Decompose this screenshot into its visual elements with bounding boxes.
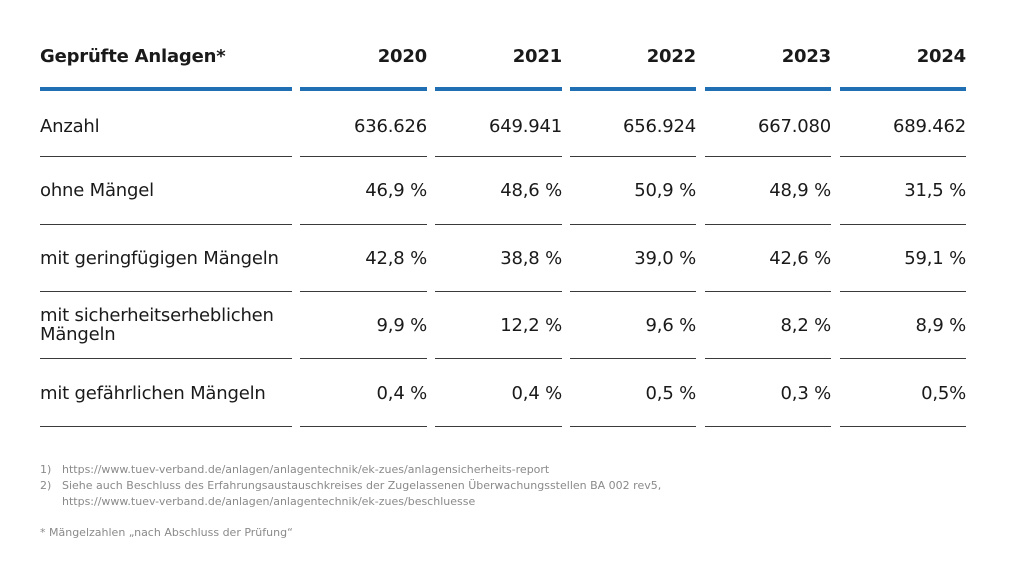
row-divider-segment <box>705 358 831 359</box>
footnote-text: https://www.tuev-verband.de/anlagen/anla… <box>62 463 550 476</box>
footnote-number: 1) <box>40 463 52 476</box>
row-value: 0,5 % <box>645 382 697 404</box>
row-label: mit geringfügigen Mängeln <box>40 247 279 269</box>
footnote-text: Siehe auch Beschluss des Erfahrungsausta… <box>62 479 662 492</box>
row-value: 46,9 % <box>365 179 427 201</box>
row-value: 9,6 % <box>645 314 697 336</box>
footnote-text: https://www.tuev-verband.de/anlagen/anla… <box>62 495 476 508</box>
header-divider-segment <box>40 87 292 91</box>
row-value: 31,5 % <box>904 179 966 201</box>
row-value: 689.462 <box>892 115 966 137</box>
header-year-2024: 2024 <box>916 45 967 67</box>
row-divider-segment <box>40 358 292 359</box>
footnote-number <box>40 494 62 510</box>
row-value: 38,8 % <box>500 247 562 269</box>
row-value: 12,2 % <box>500 314 562 336</box>
table-row: mit sicherheitserheblichen Mängeln 9,9 %… <box>40 303 966 347</box>
header-divider-segment <box>840 87 966 91</box>
row-value: 42,6 % <box>769 247 831 269</box>
row-divider-segment <box>570 224 696 225</box>
row-value: 0,5% <box>921 382 966 404</box>
row-divider-segment <box>300 156 427 157</box>
header-year-2022: 2022 <box>646 45 697 67</box>
row-value: 636.626 <box>353 115 427 137</box>
row-value: 59,1 % <box>904 247 966 269</box>
header-divider-segment <box>300 87 427 91</box>
row-divider-segment <box>840 426 966 427</box>
row-value: 667.080 <box>757 115 831 137</box>
header-year-2023: 2023 <box>781 45 832 67</box>
header-year-2021: 2021 <box>512 45 563 67</box>
header-divider-segment <box>570 87 696 91</box>
row-value: 48,9 % <box>769 179 831 201</box>
header-year-2020: 2020 <box>377 45 428 67</box>
table-header-row: Geprüfte Anlagen* 2020 2021 2022 2023 20… <box>40 36 966 76</box>
row-divider-segment <box>300 358 427 359</box>
row-divider-segment <box>570 358 696 359</box>
row-divider-segment <box>705 291 831 292</box>
row-divider-segment <box>705 156 831 157</box>
row-divider-segment <box>40 224 292 225</box>
row-divider-segment <box>40 426 292 427</box>
row-value: 8,2 % <box>780 314 832 336</box>
row-divider-segment <box>40 291 292 292</box>
footnote: 2) Siehe auch Beschluss des Erfahrungsau… <box>40 478 980 494</box>
row-label: mit gefährlichen Mängeln <box>40 382 266 404</box>
table-row: mit gefährlichen Mängeln 0,4 % 0,4 % 0,5… <box>40 372 966 414</box>
row-value: 39,0 % <box>634 247 696 269</box>
row-divider-segment <box>840 224 966 225</box>
table-row: mit geringfügigen Mängeln 42,8 % 38,8 % … <box>40 237 966 279</box>
asterisk-note: * Mängelzahlen „nach Abschluss der Prüfu… <box>40 526 293 539</box>
footnotes: 1) https://www.tuev-verband.de/anlagen/a… <box>40 462 980 541</box>
row-value: 48,6 % <box>500 179 562 201</box>
table-row: Anzahl 636.626 649.941 656.924 667.080 6… <box>40 105 966 147</box>
header-divider-segment <box>705 87 831 91</box>
header-label: Geprüfte Anlagen* <box>40 45 226 67</box>
row-value: 9,9 % <box>376 314 428 336</box>
row-divider-segment <box>40 156 292 157</box>
row-value: 0,4 % <box>511 382 563 404</box>
row-divider-segment <box>435 358 562 359</box>
row-divider-segment <box>435 156 562 157</box>
row-label: ohne Mängel <box>40 179 154 201</box>
row-divider-segment <box>705 224 831 225</box>
row-divider-segment <box>300 426 427 427</box>
row-value: 656.924 <box>622 115 696 137</box>
footnote-number: 2) <box>40 479 52 492</box>
row-divider-segment <box>840 156 966 157</box>
row-label: mit sicherheitserheblichen Mängeln <box>40 305 274 345</box>
row-value: 0,4 % <box>376 382 428 404</box>
row-divider-segment <box>300 291 427 292</box>
row-label: Anzahl <box>40 115 100 137</box>
footnote: https://www.tuev-verband.de/anlagen/anla… <box>40 494 980 510</box>
row-divider-segment <box>840 358 966 359</box>
row-value: 8,9 % <box>915 314 967 336</box>
row-value: 50,9 % <box>634 179 696 201</box>
footnote: 1) https://www.tuev-verband.de/anlagen/a… <box>40 462 980 478</box>
row-divider-segment <box>840 291 966 292</box>
row-divider-segment <box>435 224 562 225</box>
row-divider-segment <box>435 426 562 427</box>
row-divider-segment <box>570 291 696 292</box>
row-divider-segment <box>705 426 831 427</box>
row-value: 0,3 % <box>780 382 832 404</box>
row-value: 42,8 % <box>365 247 427 269</box>
row-value: 649.941 <box>488 115 562 137</box>
table-row: ohne Mängel 46,9 % 48,6 % 50,9 % 48,9 % … <box>40 169 966 211</box>
row-divider-segment <box>300 224 427 225</box>
row-divider-segment <box>570 426 696 427</box>
header-divider-segment <box>435 87 562 91</box>
row-divider-segment <box>435 291 562 292</box>
row-divider-segment <box>570 156 696 157</box>
